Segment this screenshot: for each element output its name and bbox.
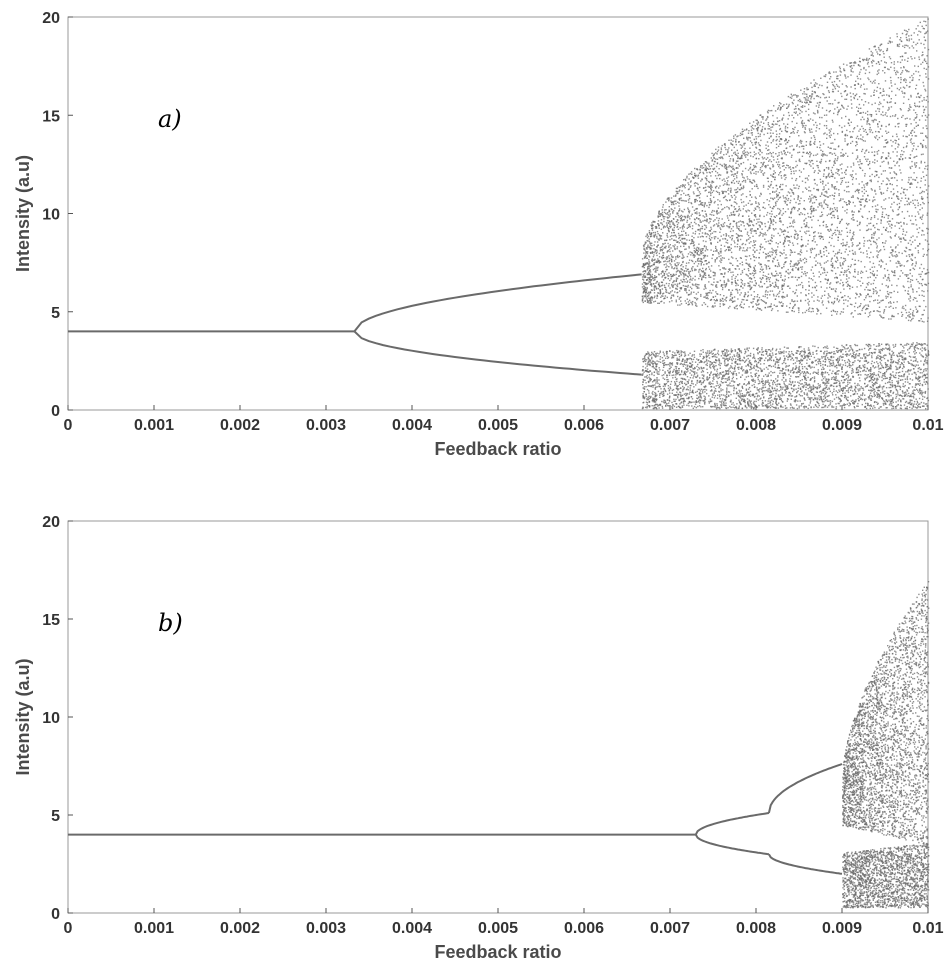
x-tick-label: 0.001	[134, 920, 174, 937]
y-axis-label: Intensity (a.u)	[13, 658, 33, 775]
y-tick-label: 15	[42, 108, 60, 125]
panel-b: 0 0.001 0.002 0.003 0.004 0.005 0.006 0.007 0.00…	[13, 514, 944, 962]
panel-label: a)	[158, 105, 182, 133]
y-tick-label: 5	[51, 305, 60, 322]
y-axis-label: Intensity (a.u)	[13, 155, 33, 272]
y-axis: 0 5 10 15 20	[42, 514, 73, 923]
x-tick-label: 0.004	[392, 417, 432, 434]
x-axis-label: Feedback ratio	[434, 439, 561, 459]
x-axis-label: Feedback ratio	[434, 942, 561, 962]
x-tick-label: 0.01	[912, 920, 943, 937]
y-tick-label: 15	[42, 612, 60, 629]
plot-frame	[67, 520, 929, 914]
x-axis: 0 0.001 0.002 0.003 0.004 0.005 0.006 0.007 0.00…	[64, 405, 944, 434]
plot-frame	[67, 16, 929, 411]
y-tick-label: 20	[42, 514, 60, 531]
x-tick-label: 0.007	[650, 417, 690, 434]
chaotic-region	[842, 581, 930, 909]
panel-a: 0 0.001 0.002 0.003 0.004 0.005 0.006 0.007 0.00…	[13, 10, 944, 459]
lower-branch	[768, 853, 843, 875]
x-axis: 0 0.001 0.002 0.003 0.004 0.005 0.006 0.007 0.00…	[64, 908, 944, 937]
x-tick-label: 0	[64, 417, 73, 434]
y-tick-label: 0	[51, 906, 60, 923]
lower-branch	[694, 834, 770, 856]
panel-label: b)	[158, 609, 183, 637]
x-tick-label: 0.003	[306, 920, 346, 937]
x-tick-label: 0	[64, 920, 73, 937]
y-tick-label: 5	[51, 808, 60, 825]
x-tick-label: 0.002	[220, 417, 260, 434]
lower-branch	[353, 330, 642, 376]
x-tick-label: 0.003	[306, 417, 346, 434]
y-tick-label: 20	[42, 10, 60, 27]
x-tick-label: 0.005	[478, 920, 518, 937]
x-tick-label: 0.008	[736, 920, 776, 937]
x-tick-label: 0.002	[220, 920, 260, 937]
y-axis: 0 5 10 15 20	[42, 10, 73, 420]
upper-branch	[767, 763, 843, 814]
x-tick-label: 0.006	[564, 417, 604, 434]
upper-branch	[694, 812, 770, 836]
chaotic-region	[641, 18, 930, 410]
x-tick-label: 0.01	[912, 417, 943, 434]
data-points	[68, 18, 930, 410]
x-tick-label: 0.009	[822, 920, 862, 937]
x-tick-label: 0.001	[134, 417, 174, 434]
x-tick-label: 0.008	[736, 417, 776, 434]
upper-branch	[353, 273, 642, 333]
y-tick-label: 10	[42, 710, 60, 727]
y-tick-label: 0	[51, 403, 60, 420]
data-points	[68, 581, 930, 909]
y-tick-label: 10	[42, 207, 60, 224]
x-tick-label: 0.009	[822, 417, 862, 434]
x-tick-label: 0.004	[392, 920, 432, 937]
x-tick-label: 0.007	[650, 920, 690, 937]
x-tick-label: 0.005	[478, 417, 518, 434]
x-tick-label: 0.006	[564, 920, 604, 937]
